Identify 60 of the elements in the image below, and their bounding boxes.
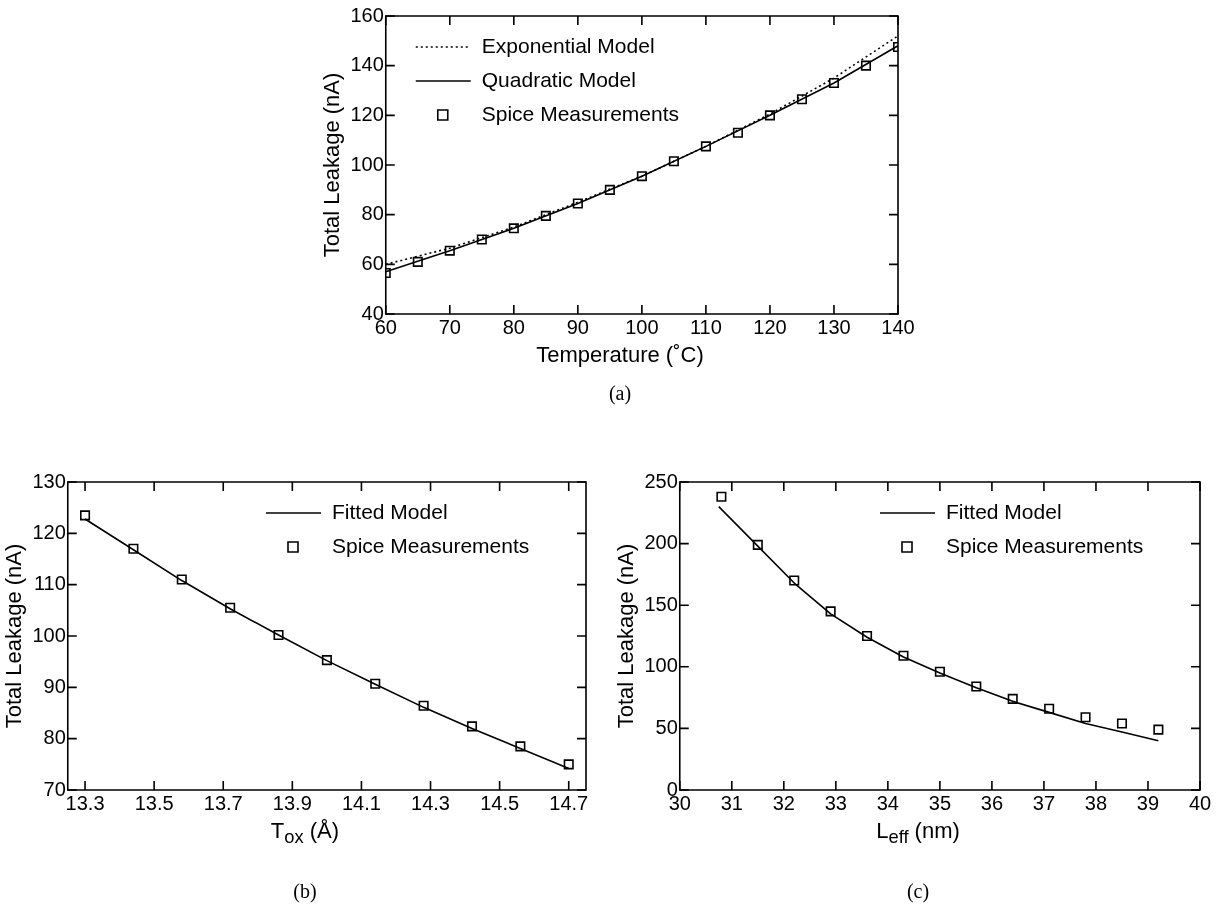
- x-tick-label: 110: [689, 315, 722, 338]
- x-tick-label: 140: [881, 315, 915, 338]
- legend-label: Spice Measurements: [946, 533, 1144, 557]
- x-tick-label: 13.9: [272, 791, 312, 814]
- y-tick-label: 130: [32, 469, 66, 492]
- x-tick-label: 80: [502, 315, 525, 338]
- x-tick-label: 14.7: [549, 791, 589, 814]
- y-tick-label: 60: [361, 251, 384, 274]
- y-tick-label: 120: [350, 102, 384, 125]
- text: (a): [607, 382, 633, 405]
- x-tick-label: 31: [720, 791, 743, 814]
- y-tick-label: 80: [43, 726, 66, 749]
- x-tick-label: 34: [876, 791, 899, 814]
- legend-label: Quadratic Model: [481, 67, 636, 91]
- y-tick-label: 100: [644, 654, 678, 677]
- y-tick-label: 80: [361, 202, 384, 225]
- x-tick-label: 32: [772, 791, 795, 814]
- x-tick-label: 39: [1136, 791, 1160, 814]
- x-tick-label: 13.7: [203, 791, 243, 814]
- y-tick-label: 160: [350, 3, 384, 26]
- x-tick-label: 14.1: [341, 791, 381, 814]
- y-tick-label: 50: [655, 715, 678, 738]
- x-axis-title: L$_{eff}$ (nm): [875, 818, 961, 850]
- x-tick-label: 38: [1084, 791, 1108, 814]
- x-tick-label: 33: [824, 791, 847, 814]
- text: (c): [905, 880, 931, 904]
- x-tick-label: 90: [566, 315, 589, 338]
- y-tick-label: 140: [350, 53, 384, 76]
- x-tick-label: 13.5: [134, 791, 174, 814]
- y-tick-label: 200: [644, 531, 678, 554]
- y-axis-title: Total Leakage (nA): [319, 72, 345, 258]
- legend-label: Fitted Model: [946, 499, 1062, 523]
- y-axis-title: Total Leakage (nA): [1, 543, 27, 729]
- legend-label: Fitted Model: [332, 499, 448, 523]
- y-tick-label: 120: [32, 520, 66, 543]
- legend-label: Spice Measurements: [332, 533, 530, 557]
- y-axis-title: Total Leakage (nA): [613, 543, 639, 729]
- y-tick-label: 250: [644, 469, 678, 492]
- y-tick-label: 150: [644, 592, 678, 615]
- x-tick-label: 40: [1188, 791, 1212, 814]
- y-tick-label: 100: [350, 152, 384, 175]
- text: (b): [292, 880, 318, 904]
- x-tick-label: 37: [1032, 791, 1056, 814]
- x-tick-label: 14.3: [411, 791, 450, 814]
- y-tick-label: 70: [43, 777, 66, 800]
- x-axis-title: T$_{ox}$ (Å): [269, 818, 341, 850]
- x-axis-title: Temperature (˚C): [535, 342, 705, 368]
- x-tick-label: 14.5: [480, 791, 520, 814]
- x-tick-label: 36: [980, 791, 1004, 814]
- y-tick-label: 100: [32, 623, 66, 646]
- x-tick-label: 100: [625, 315, 659, 338]
- y-tick-label: 90: [43, 674, 66, 697]
- x-tick-label: 35: [928, 791, 952, 814]
- x-tick-label: 130: [817, 315, 851, 338]
- x-tick-label: 120: [753, 315, 787, 338]
- x-tick-label: 70: [438, 315, 461, 338]
- y-tick-label: 110: [33, 572, 66, 595]
- legend-label: Exponential Model: [481, 33, 655, 57]
- x-tick-label: 13.3: [65, 791, 105, 814]
- legend-label: Spice Measurements: [481, 101, 680, 125]
